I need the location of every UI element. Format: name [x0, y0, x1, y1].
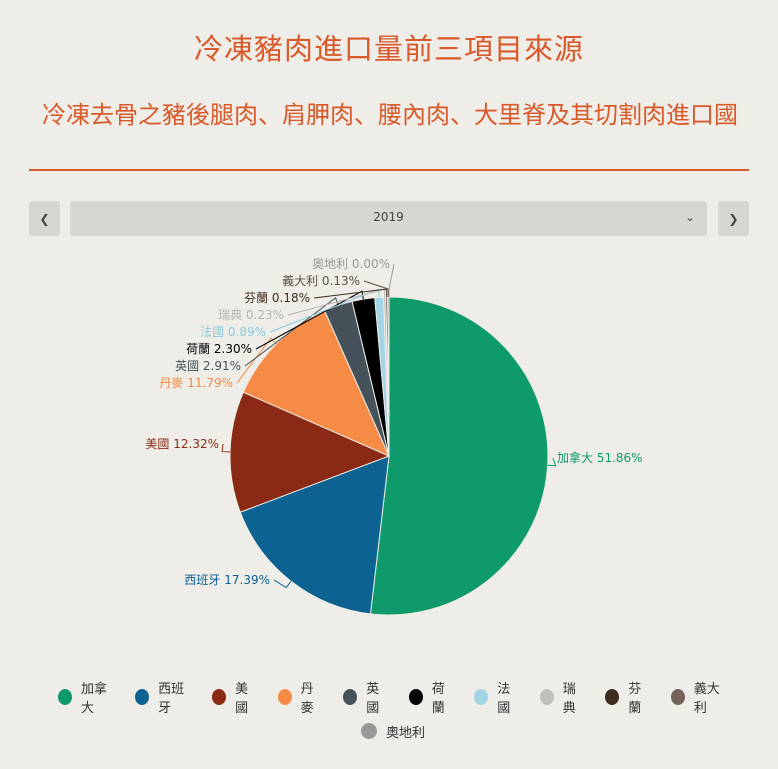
legend-marker-icon — [539, 689, 554, 705]
label-connector-10 — [363, 280, 389, 298]
label-connector-4 — [236, 337, 277, 384]
legend-label: 西班牙 — [158, 682, 185, 716]
legend-label: 義大利 — [693, 682, 720, 716]
next-year-button[interactable]: ❯ — [718, 201, 749, 236]
label-connector-2 — [273, 579, 292, 589]
pie-slice-2[interactable] — [239, 455, 390, 615]
legend-label: 法國 — [497, 682, 511, 716]
data-label-8: 瑞典 0.23% — [218, 308, 284, 322]
pie-slice-1[interactable] — [369, 296, 549, 616]
label-connector-9 — [313, 288, 388, 299]
title-divider — [29, 169, 749, 171]
pie-slice-4[interactable] — [242, 309, 390, 457]
label-connector-6 — [255, 290, 364, 350]
chart-legend: 加拿大 西班牙 美國 丹麥 英國 荷蘭 法國 瑞典 芬蘭 義大利 奧地利 — [48, 680, 738, 748]
legend-item-2[interactable]: 西班牙 — [135, 678, 192, 716]
legend-item-7[interactable]: 法國 — [474, 678, 520, 716]
legend-marker-icon — [58, 689, 72, 705]
data-labels: 加拿大 51.86% 西班牙 17.39% 美國 12.32% 丹麥 11.79% 英國… — [145, 257, 642, 587]
data-label-2: 西班牙 17.39% — [184, 573, 270, 587]
legend-item-6[interactable]: 荷蘭 — [408, 678, 455, 716]
legend-marker-icon — [360, 723, 377, 739]
year-select-value: 2019 — [373, 210, 404, 224]
pie-slices — [229, 296, 549, 616]
data-label-10: 義大利 0.13% — [282, 273, 360, 288]
legend-label: 瑞典 — [562, 682, 576, 716]
legend-item-9[interactable]: 芬蘭 — [605, 678, 651, 716]
legend-marker-icon — [343, 689, 358, 705]
chevron-left-icon: ❮ — [39, 211, 50, 226]
legend-marker-icon — [474, 689, 489, 705]
legend-item-8[interactable]: 瑞典 — [539, 678, 586, 716]
data-label-3: 美國 12.32% — [145, 437, 219, 451]
legend-item-11[interactable]: 奧地利 — [360, 722, 425, 741]
prev-year-button[interactable]: ❮ — [29, 201, 60, 236]
legend-marker-icon — [408, 689, 423, 705]
label-connector-5 — [244, 296, 339, 367]
legend-marker-icon — [670, 689, 685, 705]
data-label-4: 丹麥 11.79% — [159, 376, 233, 390]
legend-marker-icon — [605, 689, 620, 705]
pie-chart: 加拿大 51.86% 西班牙 17.39% 美國 12.32% 丹麥 11.79% 英國… — [145, 257, 643, 616]
legend-marker-icon — [212, 689, 227, 705]
chart-title: 冷凍豬肉進口量前三項目來源 — [193, 32, 584, 66]
label-connector-3 — [221, 443, 231, 453]
label-connectors — [221, 263, 557, 589]
data-label-7: 法國 0.89% — [200, 325, 266, 339]
chart-subtitle: 冷凍去骨之豬後腿肉、肩胛肉、腰內肉、大里脊及其切割肉進口國 — [42, 101, 738, 129]
legend-label: 加拿大 — [81, 682, 108, 716]
data-label-9: 芬蘭 0.18% — [244, 291, 310, 305]
legend-item-5[interactable]: 英國 — [343, 678, 389, 716]
data-label-5: 英國 2.91% — [175, 359, 241, 373]
legend-label: 芬蘭 — [628, 682, 642, 716]
data-label-11: 奧地利 0.00% — [312, 257, 390, 271]
chevron-right-icon: ❯ — [728, 211, 739, 226]
legend-marker-icon — [135, 689, 150, 705]
label-connector-1 — [547, 457, 557, 467]
legend-label: 奧地利 — [385, 725, 425, 741]
legend-item-10[interactable]: 義大利 — [670, 678, 728, 716]
legend-label: 荷蘭 — [431, 682, 445, 716]
data-label-6: 荷蘭 2.30% — [186, 342, 252, 356]
legend-label: 丹麥 — [300, 682, 314, 716]
legend-marker-icon — [277, 689, 292, 705]
legend-item-1[interactable]: 加拿大 — [58, 678, 115, 716]
legend-label: 英國 — [366, 682, 380, 716]
label-connector-7 — [269, 288, 380, 333]
legend-item-4[interactable]: 丹麥 — [277, 678, 324, 716]
data-label-1: 加拿大 51.86% — [557, 450, 643, 465]
chevron-down-icon: ⌄ — [684, 210, 695, 224]
year-select[interactable]: 2019 ⌄ — [70, 201, 707, 236]
legend-label: 美國 — [235, 682, 249, 716]
label-connector-11 — [388, 263, 395, 297]
legend-item-3[interactable]: 美國 — [212, 678, 258, 716]
